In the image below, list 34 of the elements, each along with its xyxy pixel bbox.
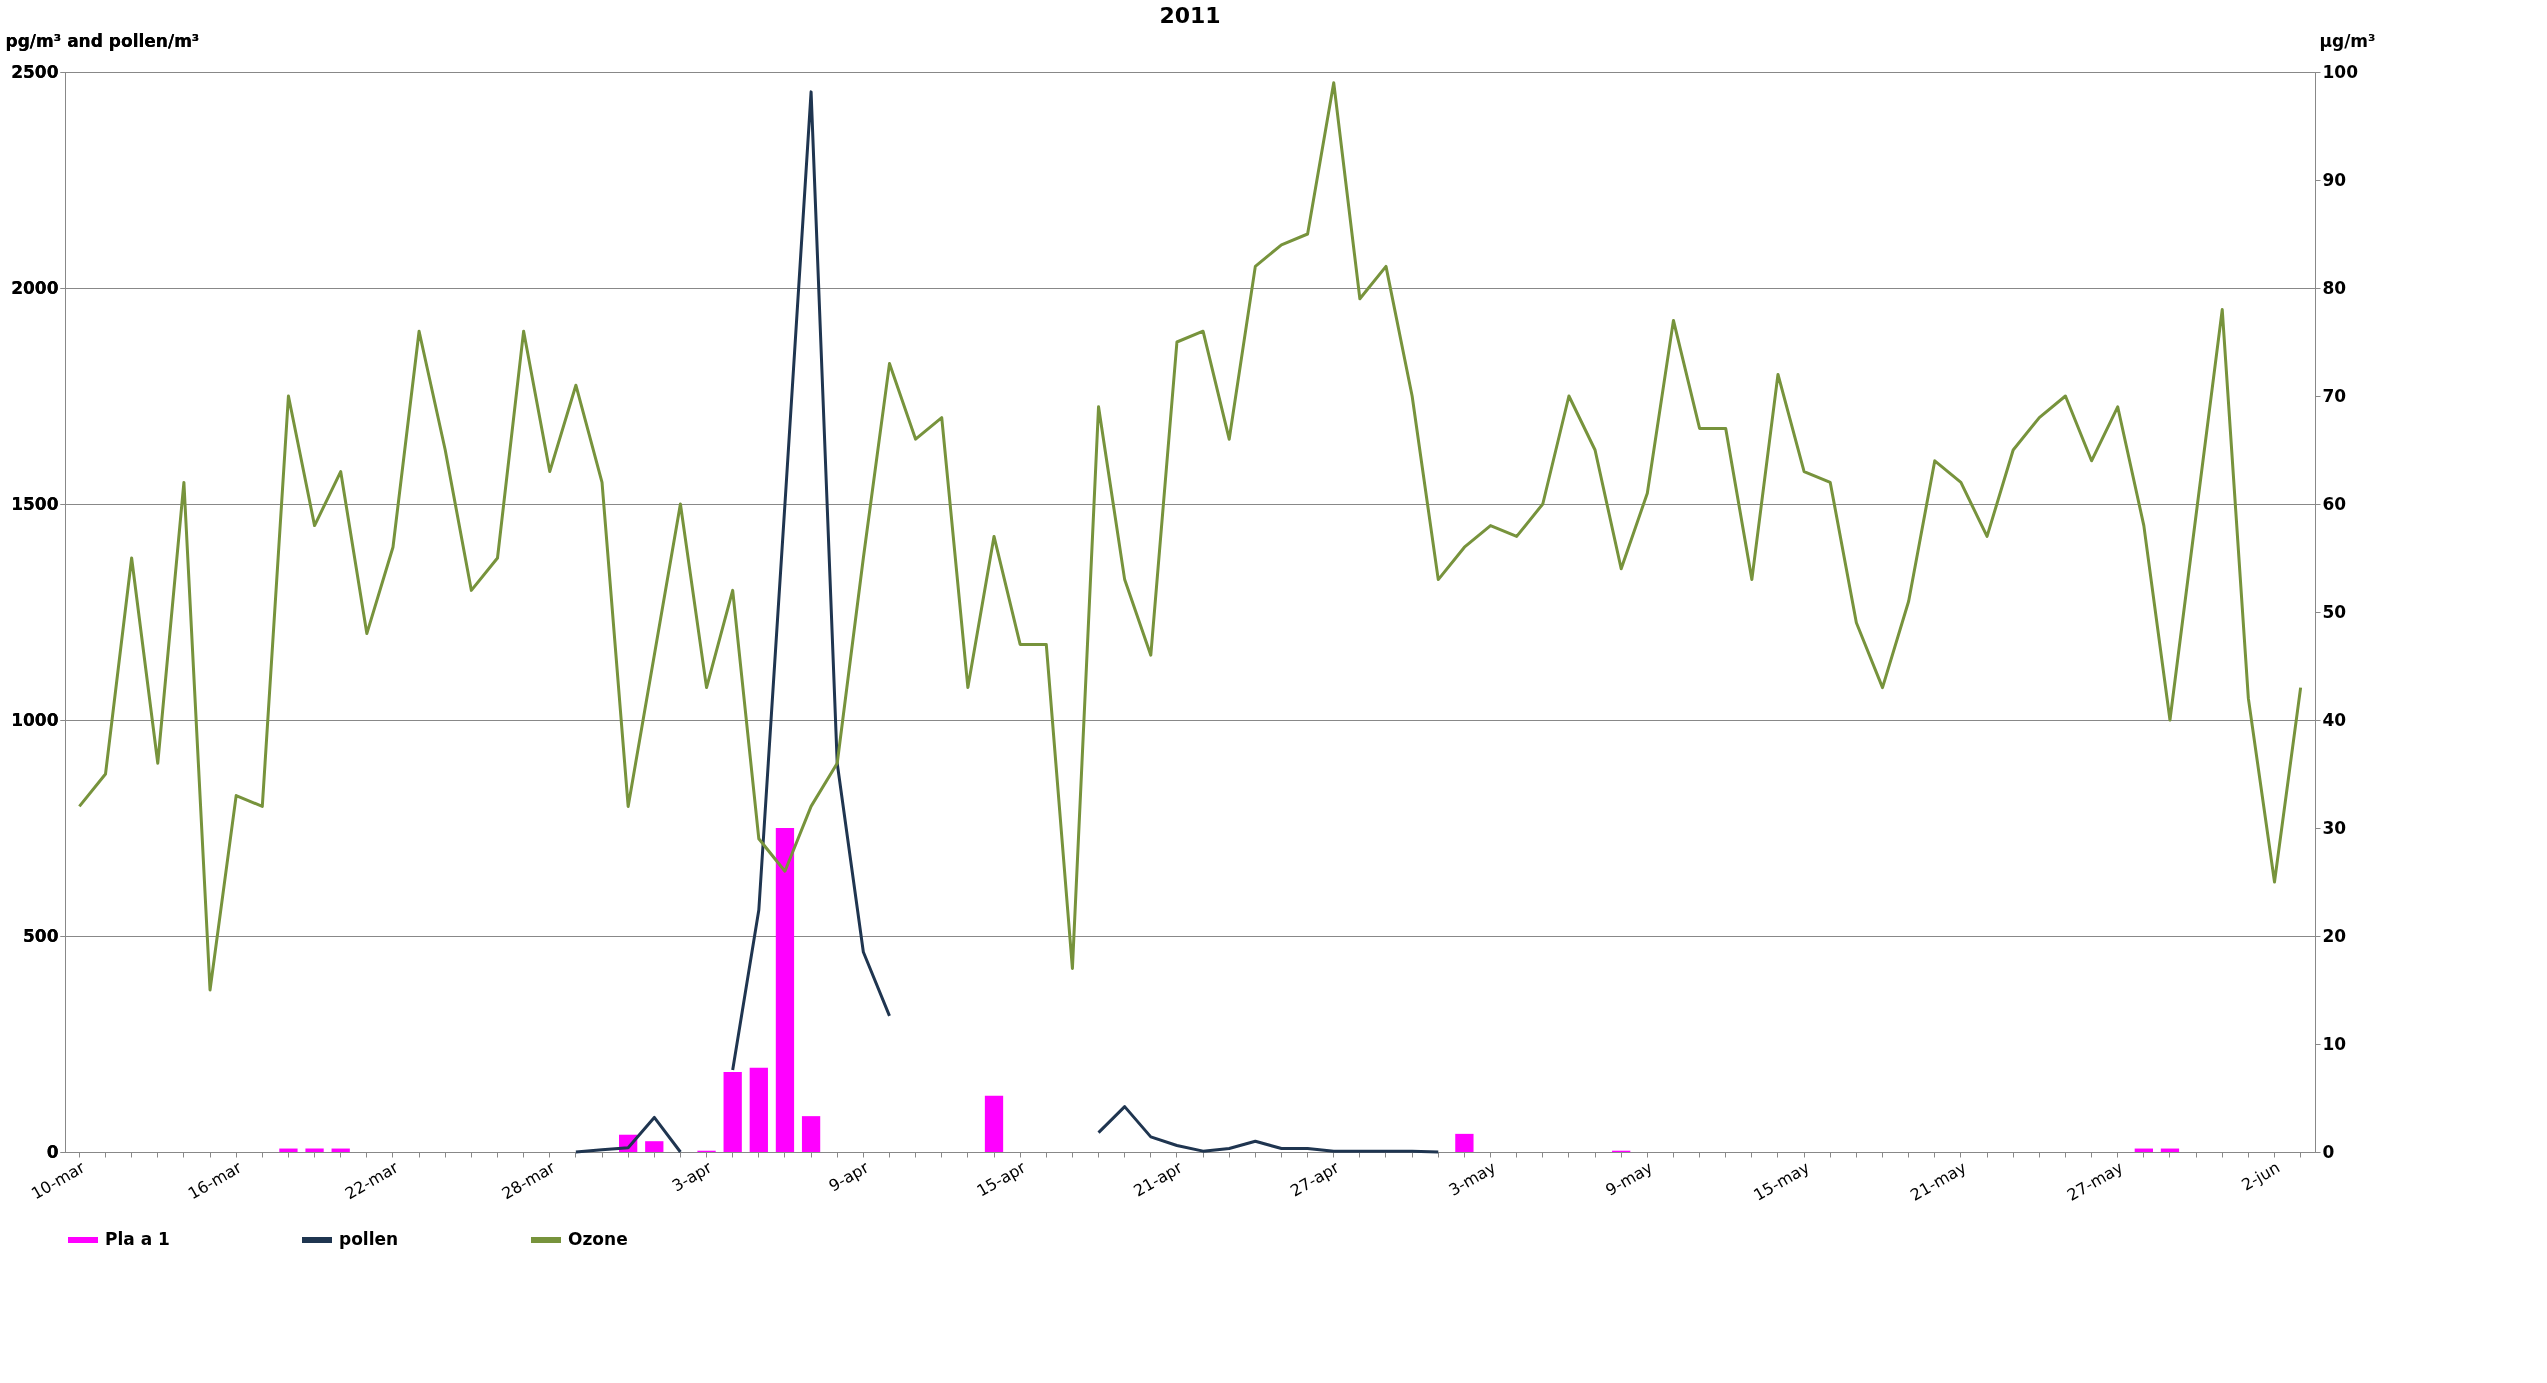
bar <box>723 1072 742 1152</box>
y2-tick-label: 100 <box>2322 61 2359 82</box>
y2-tick-label: 20 <box>2322 925 2347 946</box>
y2-tick-label: 60 <box>2322 493 2347 514</box>
y2-tick-label: 70 <box>2322 385 2347 406</box>
y2-tick-label: 10 <box>2322 1033 2347 1054</box>
legend-label: pollen <box>339 1229 399 1249</box>
y2-tick-label: 40 <box>2322 709 2347 730</box>
bar <box>279 1148 298 1152</box>
y2-tick-label: 80 <box>2322 277 2347 298</box>
bar <box>749 1067 768 1152</box>
bar <box>1455 1133 1474 1152</box>
bar <box>801 1116 821 1152</box>
y2-tick-label: 50 <box>2322 601 2347 622</box>
y-tick-label: 500 <box>23 925 59 946</box>
bar <box>984 1095 1004 1152</box>
legend-label: Ozone <box>568 1229 628 1249</box>
bar <box>645 1141 664 1152</box>
y2-axis-title: µg/m³ <box>2319 30 2376 51</box>
y-tick-label: 2000 <box>11 277 59 298</box>
y2-tick-label: 0 <box>2322 1141 2335 1162</box>
line-series <box>77 81 2303 992</box>
y-tick-label: 2500 <box>11 61 59 82</box>
chart-title: 2011 <box>1159 3 1221 28</box>
y-axis-title: pg/m³ and pollen/m³ <box>5 30 200 51</box>
y-tick-label: 1500 <box>11 493 59 514</box>
legend-label: Pla a 1 <box>105 1229 170 1249</box>
y-tick-label: 0 <box>46 1141 59 1162</box>
bar <box>305 1148 324 1152</box>
y-tick-label: 1000 <box>11 709 59 730</box>
bar <box>775 828 795 1152</box>
y2-tick-label: 90 <box>2322 169 2347 190</box>
y2-tick-label: 30 <box>2322 817 2347 838</box>
x-tick-label: 2-jun <box>2238 1157 2283 1195</box>
